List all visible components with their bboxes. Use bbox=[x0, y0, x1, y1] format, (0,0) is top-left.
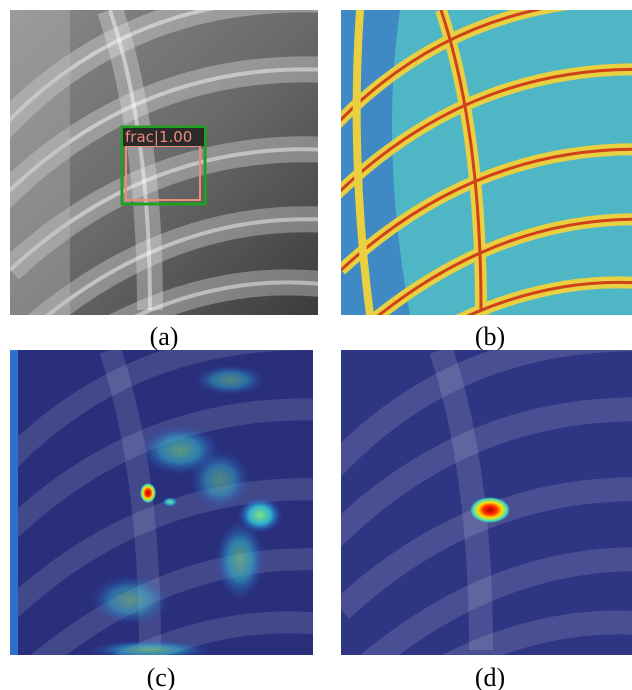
panel-caption: (d) bbox=[475, 663, 505, 690]
panel-caption: (a) bbox=[150, 322, 179, 351]
panel-caption: (c) bbox=[147, 663, 176, 690]
panel-d-image bbox=[331, 339, 632, 680]
panel-b-image bbox=[331, 0, 632, 340]
panel-caption: (b) bbox=[475, 322, 505, 351]
panel-a-image bbox=[0, 0, 330, 340]
detection-label: frac|1.00 bbox=[125, 128, 192, 146]
panel-c-image bbox=[0, 339, 330, 680]
figure: frac|1.00 (a) (b) (c) (d) bbox=[0, 0, 632, 690]
